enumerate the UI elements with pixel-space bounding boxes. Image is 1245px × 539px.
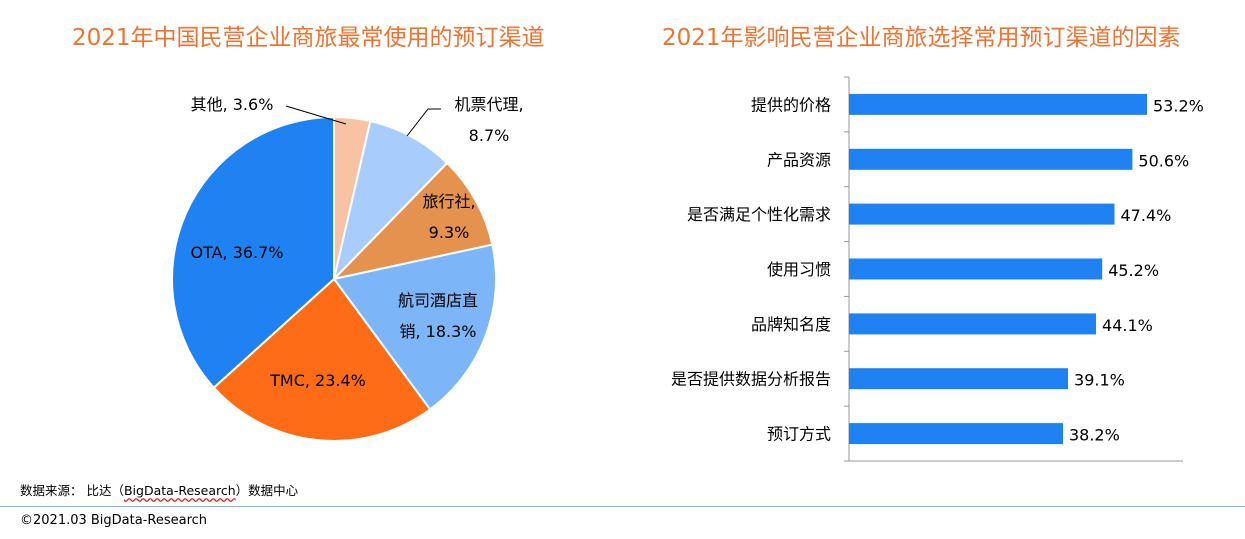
copyright-text: ©2021.03 BigData-Research	[20, 513, 208, 528]
leader-line-other	[285, 105, 347, 125]
bar-chart-title: 2021年影响民营企业商旅选择常用预订渠道的因素	[662, 25, 1181, 51]
pie-chart: 其他, 3.6% 机票代理, 8.7% 旅行社, 9.3% 航司酒店直销, 18.3% TM…	[171, 95, 524, 442]
pie-label-4: TMC, 23.4%	[269, 371, 366, 390]
bar-category-label-5: 是否提供数据分析报告	[671, 370, 831, 389]
bar-4	[849, 313, 1096, 335]
bar-3	[849, 258, 1103, 280]
leader-line-ticket-agent	[406, 108, 441, 137]
bar-0	[849, 93, 1147, 115]
data-source-note: 数据来源： 比达（BigData-Research）数据中心	[20, 480, 298, 499]
pie-label-1: 机票代理, 8.7%	[454, 95, 523, 145]
source-prefix: 数据来源： 比达（	[20, 483, 124, 498]
bar-value-label-2: 47.4%	[1121, 206, 1172, 225]
pie-label-0: 其他, 3.6%	[191, 95, 274, 114]
bar-5	[849, 368, 1068, 390]
bar-category-label-0: 提供的价格	[751, 95, 831, 114]
pie-slice-5	[171, 115, 335, 390]
pie-chart-title: 2021年中国民营企业商旅最常使用的预订渠道	[72, 25, 545, 51]
bar-value-label-0: 53.2%	[1153, 96, 1204, 115]
bar-category-label-6: 预订方式	[767, 425, 831, 444]
pie-slice-3	[332, 243, 497, 411]
bar-1	[849, 148, 1133, 170]
bar-value-label-6: 38.2%	[1069, 426, 1120, 445]
bar-category-label-4: 品牌知名度	[751, 315, 831, 334]
source-suffix: ）数据中心	[235, 483, 299, 498]
bar-category-label-2: 是否满足个性化需求	[687, 205, 831, 224]
pie-slice-4	[212, 277, 432, 442]
bar-category-label-1: 产品资源	[767, 150, 831, 169]
pie-slice-2	[330, 161, 494, 281]
bar-value-label-3: 45.2%	[1108, 261, 1159, 280]
bar-2	[849, 203, 1115, 225]
bar-value-label-1: 50.6%	[1138, 151, 1189, 170]
bar-6	[849, 423, 1063, 445]
bar-value-label-4: 44.1%	[1102, 316, 1153, 335]
pie-label-5: OTA, 36.7%	[190, 243, 283, 262]
bar-chart: 提供的价格 53.2% 产品资源 50.6% 是否满足个性化需求 47.4% 使用习惯 45.…	[671, 76, 1204, 462]
source-name: BigData-Research	[123, 483, 236, 498]
pie-label-3: 航司酒店直销, 18.3%	[398, 291, 478, 341]
footer-divider	[0, 506, 1245, 507]
pie-slice-1	[332, 119, 449, 283]
bar-value-label-5: 39.1%	[1074, 371, 1125, 390]
pie-label-2: 旅行社, 9.3%	[422, 192, 475, 242]
bar-category-label-3: 使用习惯	[767, 260, 831, 279]
